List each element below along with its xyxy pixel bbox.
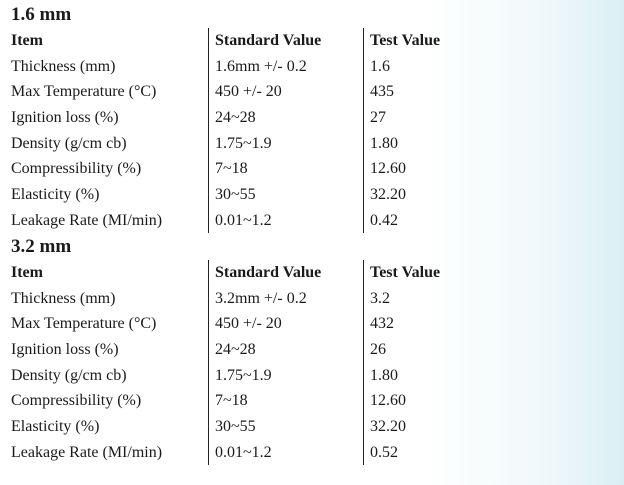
row-test: 32.20 xyxy=(370,186,406,204)
header-item: Item xyxy=(11,32,43,49)
row-item: Compressibility (%) xyxy=(11,160,142,178)
table-row: Compressibility (%) 7~18 12.60 xyxy=(11,388,611,414)
row-test: 32.20 xyxy=(370,418,406,436)
table-row: Thickness (mm) 1.6mm +/- 0.2 1.6 xyxy=(11,54,611,80)
row-test: 1.80 xyxy=(370,366,398,384)
row-standard: 1.75~1.9 xyxy=(215,134,272,152)
table-row: Ignition loss (%) 24~28 26 xyxy=(11,337,611,363)
row-item: Thickness (mm) xyxy=(11,289,116,307)
column-divider-test xyxy=(363,28,365,233)
row-item: Density (g/cm cb) xyxy=(11,134,127,152)
section-title: 3.2 mm xyxy=(11,236,72,257)
row-item: Ignition loss (%) xyxy=(11,109,119,127)
table-row: Thickness (mm) 3.2mm +/- 0.2 3.2 xyxy=(11,286,611,312)
table-row: Max Temperature (°C) 450 +/- 20 432 xyxy=(11,311,611,337)
row-test: 0.42 xyxy=(370,211,398,229)
row-test: 26 xyxy=(370,341,386,359)
row-standard: 7~18 xyxy=(215,392,248,410)
row-standard: 30~55 xyxy=(215,186,256,204)
row-item: Density (g/cm cb) xyxy=(11,366,127,384)
header-test-value: Test Value xyxy=(370,264,441,281)
table-row: Elasticity (%) 30~55 32.20 xyxy=(11,182,611,208)
header-item: Item xyxy=(11,264,43,281)
row-test: 3.2 xyxy=(370,289,390,307)
table-row: Compressibility (%) 7~18 12.60 xyxy=(11,156,611,182)
row-standard: 7~18 xyxy=(215,160,248,178)
row-test: 0.52 xyxy=(370,443,398,461)
column-divider-standard xyxy=(208,28,210,233)
row-test: 435 xyxy=(370,83,394,101)
row-item: Max Temperature (°C) xyxy=(11,315,157,333)
header-standard-value: Standard Value xyxy=(215,264,322,281)
row-standard: 1.75~1.9 xyxy=(215,366,272,384)
row-standard: 450 +/- 20 xyxy=(215,315,282,333)
row-item: Elasticity (%) xyxy=(11,186,100,204)
table-row: Max Temperature (°C) 450 +/- 20 435 xyxy=(11,79,611,105)
row-standard: 0.01~1.2 xyxy=(215,443,272,461)
row-standard: 24~28 xyxy=(215,341,256,359)
column-divider-standard xyxy=(208,260,210,465)
header-standard-value: Standard Value xyxy=(215,32,322,49)
row-test: 432 xyxy=(370,315,394,333)
table-row: Density (g/cm cb) 1.75~1.9 1.80 xyxy=(11,363,611,389)
row-test: 12.60 xyxy=(370,392,406,410)
spec-section-1-6mm: 1.6 mm Item Standard Value Test Value Th… xyxy=(11,2,611,234)
row-standard: 24~28 xyxy=(215,109,256,127)
row-item: Leakage Rate (MI/min) xyxy=(11,443,163,461)
table-row: Elasticity (%) 30~55 32.20 xyxy=(11,414,611,440)
row-item: Ignition loss (%) xyxy=(11,341,119,359)
row-item: Thickness (mm) xyxy=(11,57,116,75)
row-item: Max Temperature (°C) xyxy=(11,83,157,101)
row-test: 12.60 xyxy=(370,160,406,178)
row-standard: 0.01~1.2 xyxy=(215,211,272,229)
header-test-value: Test Value xyxy=(370,32,441,49)
row-test: 1.6 xyxy=(370,57,390,75)
section-title: 1.6 mm xyxy=(11,4,72,25)
table-row: Ignition loss (%) 24~28 27 xyxy=(11,105,611,131)
row-standard: 30~55 xyxy=(215,418,256,436)
row-standard: 450 +/- 20 xyxy=(215,83,282,101)
row-standard: 3.2mm +/- 0.2 xyxy=(215,289,307,307)
row-item: Leakage Rate (MI/min) xyxy=(11,211,163,229)
table-row: Leakage Rate (MI/min) 0.01~1.2 0.52 xyxy=(11,440,611,466)
row-standard: 1.6mm +/- 0.2 xyxy=(215,57,307,75)
spec-section-3-2mm: 3.2 mm Item Standard Value Test Value Th… xyxy=(11,234,611,466)
row-item: Compressibility (%) xyxy=(11,392,142,410)
table-row: Leakage Rate (MI/min) 0.01~1.2 0.42 xyxy=(11,208,611,234)
column-divider-test xyxy=(363,260,365,465)
row-test: 1.80 xyxy=(370,134,398,152)
table-header-row: Item Standard Value Test Value xyxy=(11,28,611,54)
table-header-row: Item Standard Value Test Value xyxy=(11,260,611,286)
table-row: Density (g/cm cb) 1.75~1.9 1.80 xyxy=(11,131,611,157)
row-test: 27 xyxy=(370,109,386,127)
row-item: Elasticity (%) xyxy=(11,418,100,436)
